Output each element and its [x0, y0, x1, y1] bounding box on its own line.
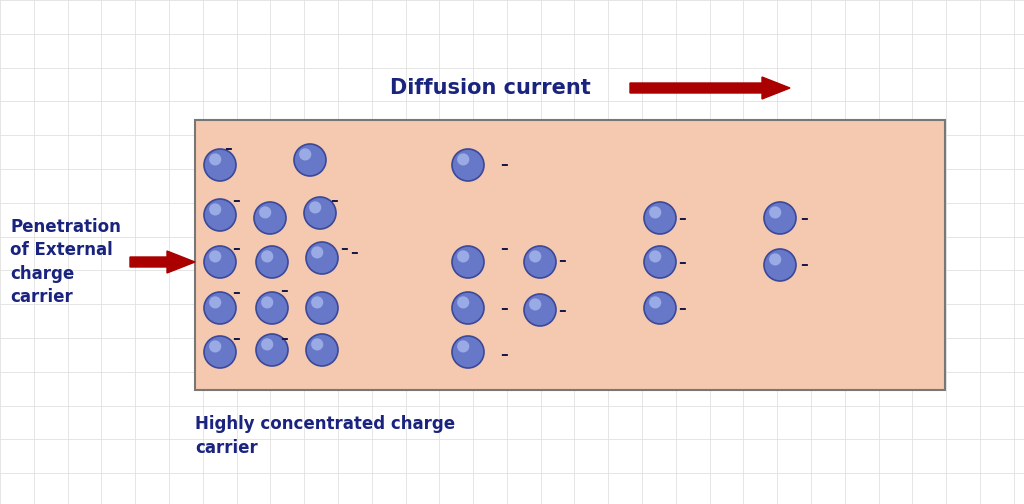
Text: –: –	[500, 300, 508, 316]
Circle shape	[529, 298, 542, 310]
Circle shape	[457, 250, 469, 263]
Circle shape	[306, 292, 338, 324]
Circle shape	[209, 296, 221, 308]
Circle shape	[457, 296, 469, 308]
Circle shape	[311, 296, 324, 308]
Text: –: –	[224, 141, 231, 156]
Text: –: –	[558, 302, 565, 318]
Circle shape	[261, 338, 273, 350]
Circle shape	[452, 336, 484, 368]
Circle shape	[261, 296, 273, 308]
Text: –: –	[330, 193, 338, 208]
Circle shape	[452, 292, 484, 324]
Circle shape	[452, 246, 484, 278]
Circle shape	[649, 250, 662, 263]
Circle shape	[649, 296, 662, 308]
Circle shape	[457, 340, 469, 352]
Text: –: –	[678, 300, 686, 316]
Circle shape	[311, 338, 324, 350]
Text: –: –	[280, 283, 288, 297]
Circle shape	[256, 334, 288, 366]
Circle shape	[209, 340, 221, 352]
Text: –: –	[280, 331, 288, 346]
Circle shape	[769, 254, 781, 266]
Text: –: –	[558, 253, 565, 268]
Circle shape	[306, 242, 338, 274]
Circle shape	[299, 148, 311, 160]
FancyArrow shape	[130, 251, 195, 273]
Circle shape	[309, 201, 322, 214]
Text: –: –	[232, 193, 240, 208]
Text: –: –	[232, 285, 240, 300]
Circle shape	[457, 153, 469, 165]
Text: –: –	[500, 157, 508, 172]
Circle shape	[764, 249, 796, 281]
Circle shape	[204, 246, 236, 278]
Circle shape	[294, 144, 326, 176]
Circle shape	[254, 202, 286, 234]
Circle shape	[204, 336, 236, 368]
Circle shape	[256, 292, 288, 324]
Circle shape	[261, 250, 273, 263]
Text: –: –	[800, 211, 808, 225]
Text: Diffusion current: Diffusion current	[389, 78, 591, 98]
Text: –: –	[678, 255, 686, 270]
Circle shape	[524, 246, 556, 278]
Circle shape	[764, 202, 796, 234]
Circle shape	[259, 206, 271, 218]
Circle shape	[204, 292, 236, 324]
Circle shape	[304, 197, 336, 229]
Circle shape	[529, 250, 542, 263]
Circle shape	[452, 149, 484, 181]
Text: –: –	[678, 211, 686, 225]
Circle shape	[256, 246, 288, 278]
Circle shape	[644, 292, 676, 324]
Text: –: –	[232, 331, 240, 346]
Text: –: –	[350, 245, 357, 261]
Circle shape	[209, 250, 221, 263]
Circle shape	[644, 202, 676, 234]
Circle shape	[204, 199, 236, 231]
Text: –: –	[232, 240, 240, 256]
Text: Penetration
of External
charge
carrier: Penetration of External charge carrier	[10, 218, 121, 306]
Text: –: –	[340, 240, 348, 256]
Circle shape	[209, 153, 221, 165]
Text: Highly concentrated charge
carrier: Highly concentrated charge carrier	[195, 415, 455, 457]
Circle shape	[306, 334, 338, 366]
Circle shape	[769, 206, 781, 218]
Text: –: –	[800, 258, 808, 273]
Circle shape	[209, 203, 221, 216]
FancyArrow shape	[630, 77, 790, 99]
Circle shape	[649, 206, 662, 218]
Circle shape	[311, 246, 324, 259]
Circle shape	[204, 149, 236, 181]
Circle shape	[524, 294, 556, 326]
Text: –: –	[500, 347, 508, 362]
Text: –: –	[500, 240, 508, 256]
Circle shape	[644, 246, 676, 278]
Bar	[195, 120, 945, 390]
